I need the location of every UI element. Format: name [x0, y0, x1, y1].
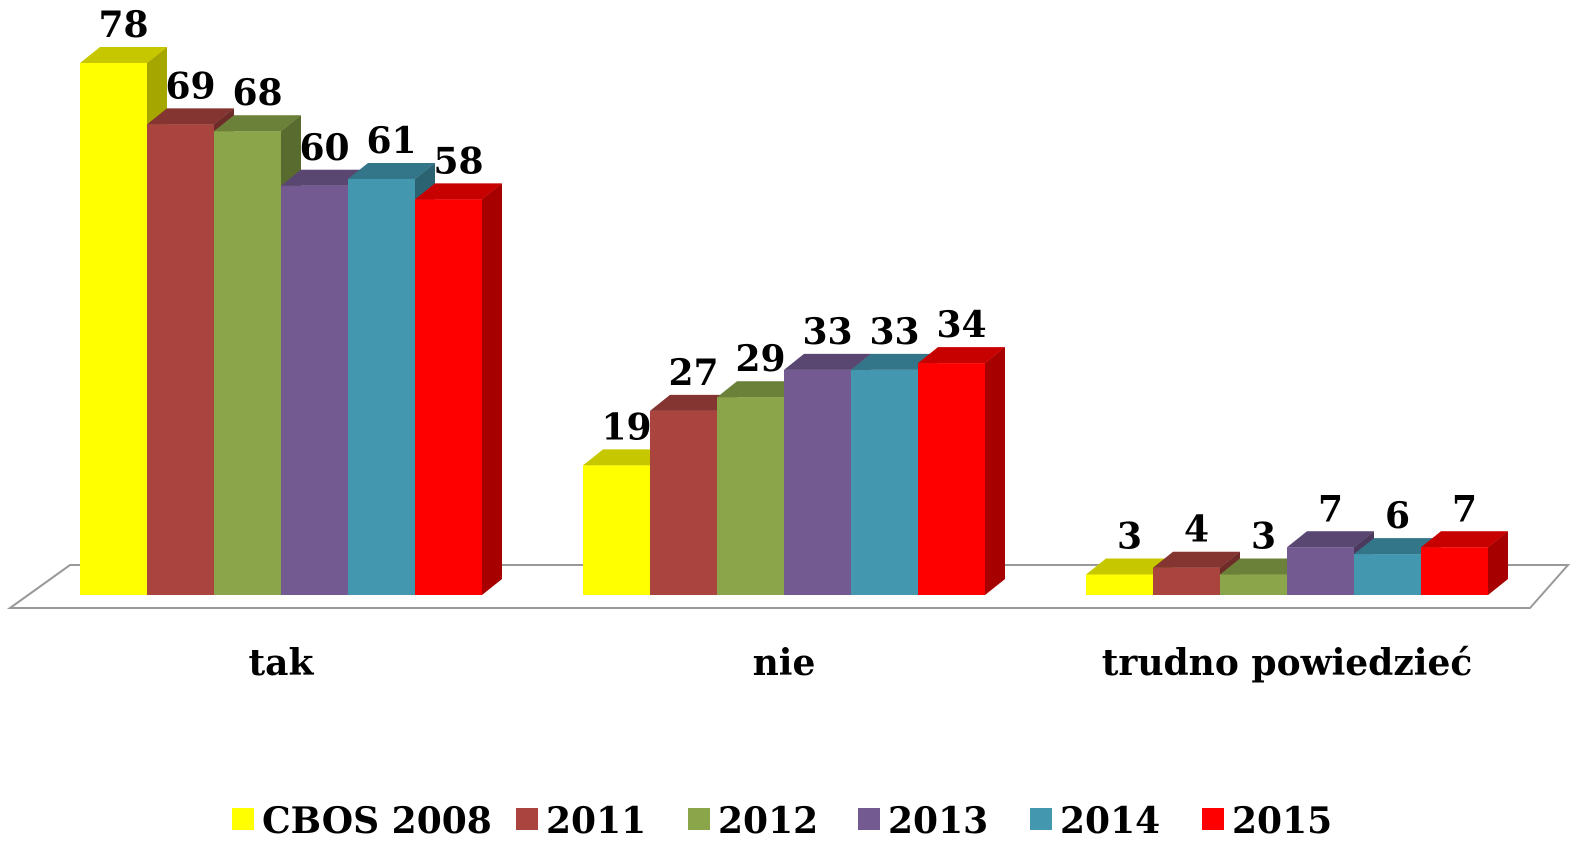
x-tick-label: tak	[249, 642, 315, 684]
data-label: 69	[165, 65, 215, 107]
bar-top	[1086, 558, 1173, 575]
bar-top-shade	[650, 394, 737, 411]
bar-top	[1153, 551, 1240, 568]
bar-top	[851, 353, 938, 370]
bar-top-shade	[1153, 551, 1240, 568]
legend-swatch	[232, 808, 254, 830]
bar-side-shade	[1488, 531, 1508, 595]
bar	[415, 183, 502, 595]
bar-top	[415, 183, 502, 200]
bar-front	[147, 124, 214, 595]
bar-side	[985, 347, 1005, 595]
bar-top-shade	[80, 47, 167, 63]
legend-label: 2012	[718, 800, 818, 842]
bar-top-shade	[1421, 531, 1508, 548]
bar-front	[1287, 547, 1354, 595]
bar-front	[80, 63, 147, 595]
bar-top	[147, 108, 234, 125]
bar-front	[851, 369, 918, 595]
legend-label: 2011	[546, 800, 646, 842]
bar-side	[482, 183, 502, 595]
bar-top	[348, 162, 435, 179]
x-tick-label: nie	[753, 642, 816, 684]
data-label: 60	[299, 127, 349, 169]
bar-front	[1220, 574, 1287, 595]
bar-front	[717, 397, 784, 595]
data-label: 78	[98, 4, 148, 46]
bar-top-shade	[1086, 558, 1173, 575]
bar-top	[918, 347, 1005, 364]
bar-top-shade	[214, 115, 301, 132]
legend-label: 2013	[888, 800, 988, 842]
bar-front	[1086, 574, 1153, 595]
data-label: 33	[802, 311, 852, 353]
bar-front	[918, 363, 985, 595]
bar-side-shade	[985, 347, 1005, 595]
bar-top	[717, 381, 804, 398]
bar	[1421, 531, 1508, 595]
data-label: 7	[1452, 488, 1477, 530]
bar-top-shade	[415, 183, 502, 200]
bar-front	[348, 178, 415, 595]
data-label: 27	[668, 352, 718, 394]
data-label: 7	[1318, 488, 1343, 530]
bar	[918, 347, 1005, 595]
bar-front	[583, 465, 650, 595]
bar-top	[1421, 531, 1508, 548]
bar-top	[1354, 538, 1441, 555]
bar-top	[1287, 531, 1374, 548]
legend-swatch	[516, 808, 538, 830]
bar-top-shade	[1220, 558, 1307, 575]
bar-side-shade	[482, 183, 502, 595]
bar-top-shade	[851, 353, 938, 370]
bar-top	[784, 353, 871, 370]
bar-top-shade	[583, 449, 670, 466]
data-label: 4	[1184, 509, 1209, 551]
bar-top-shade	[784, 353, 871, 370]
data-label: 34	[936, 304, 986, 346]
bar-front	[214, 131, 281, 595]
legend-swatch	[688, 808, 710, 830]
bar-top	[650, 394, 737, 411]
data-label: 3	[1251, 516, 1276, 558]
bar-top-shade	[348, 162, 435, 179]
bar-top-shade	[918, 347, 1005, 364]
bar-top-shade	[1287, 531, 1374, 548]
data-label: 6	[1385, 495, 1410, 537]
bar-front	[784, 369, 851, 595]
floor	[6, 564, 1571, 609]
bar-front	[650, 410, 717, 595]
legend-swatch	[1202, 808, 1224, 830]
data-label: 19	[601, 406, 651, 448]
data-label: 61	[366, 120, 416, 162]
legend-swatch	[858, 808, 880, 830]
legend-label: CBOS 2008	[262, 800, 492, 842]
bar-top-shade	[281, 169, 368, 186]
x-tick-label: trudno powiedzieć	[1102, 642, 1473, 684]
bar-top	[281, 169, 368, 186]
bar-top	[1220, 558, 1307, 575]
legend-label: 2015	[1232, 800, 1332, 842]
data-label: 3	[1117, 516, 1142, 558]
bar-top-shade	[717, 381, 804, 398]
data-label: 29	[735, 338, 785, 380]
bar-side	[1488, 531, 1508, 595]
data-label: 68	[232, 72, 282, 114]
bar-top-shade	[147, 108, 234, 125]
bar-front	[1354, 554, 1421, 595]
bar-top	[214, 115, 301, 132]
legend-label: 2014	[1060, 800, 1160, 842]
bar-front	[281, 185, 348, 595]
bar-top-shade	[1354, 538, 1441, 555]
data-label: 58	[433, 140, 483, 182]
bar-front	[415, 199, 482, 595]
bar-front	[1153, 567, 1220, 595]
bar-top	[80, 47, 167, 63]
bar-top	[583, 449, 670, 466]
bar-front	[1421, 547, 1488, 595]
data-label: 33	[869, 311, 919, 353]
legend-swatch	[1030, 808, 1052, 830]
